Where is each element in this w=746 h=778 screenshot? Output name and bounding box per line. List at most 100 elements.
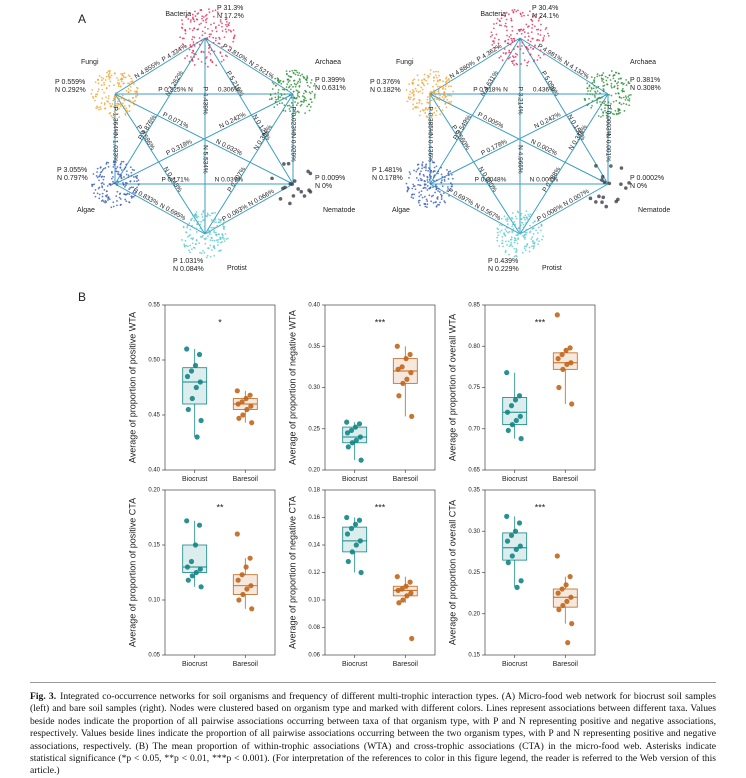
point: [518, 436, 524, 442]
node-dot: [505, 25, 508, 28]
point: [567, 574, 573, 580]
node-dot: [428, 179, 431, 181]
node-dot: [296, 71, 299, 74]
node-dot: [618, 102, 621, 105]
node-dot: [112, 180, 114, 183]
node-dot: [503, 215, 506, 218]
node-dot: [210, 218, 213, 221]
node-dot: [274, 96, 277, 99]
point: [344, 419, 350, 425]
node-dot: [511, 40, 514, 43]
node-dot: [617, 107, 620, 110]
node-dot: [600, 96, 603, 99]
node-dot: [433, 76, 435, 79]
point: [184, 518, 190, 524]
edge-label: N 0.695%: [158, 202, 187, 222]
node-dot: [624, 98, 627, 101]
node-dot: [94, 195, 97, 198]
node-dot: [209, 214, 211, 217]
node-positive: P 0.439%: [488, 258, 518, 265]
node-dot: [450, 173, 453, 176]
node-dot: [509, 34, 512, 36]
node-dot: [298, 91, 301, 94]
node-dot: [224, 28, 227, 31]
node-dot: [448, 80, 451, 83]
node-dot: [523, 234, 526, 237]
node-dot: [280, 93, 283, 95]
node-dot: [412, 94, 415, 97]
node-dot: [207, 235, 209, 238]
point: [353, 437, 359, 443]
node-dot: [127, 174, 130, 177]
node-dot: [104, 107, 106, 110]
point: [563, 582, 569, 588]
node-dot: [122, 75, 125, 77]
node-dot: [412, 185, 415, 188]
node-dot: [630, 93, 632, 96]
node-dot: [219, 20, 222, 23]
node-dot: [127, 74, 130, 77]
node-dot: [421, 196, 424, 199]
node-dot: [288, 94, 291, 97]
node-dot: [95, 175, 98, 177]
node-dot: [587, 103, 590, 106]
node-dot: [96, 176, 99, 179]
node-dot: [438, 79, 441, 82]
node-dot: [119, 166, 122, 169]
node-dot: [219, 219, 222, 222]
node-dot: [439, 85, 441, 88]
node-dot: [443, 98, 445, 101]
node-dot: [194, 53, 197, 56]
node-dot: [420, 193, 422, 196]
node-dot: [192, 50, 195, 53]
node-dot: [432, 89, 435, 92]
node-dot: [183, 243, 186, 246]
node-dot: [122, 183, 125, 186]
edge-label: N 4.132%: [562, 59, 590, 80]
node-dot: [195, 231, 198, 233]
node-dot: [209, 244, 212, 247]
point: [188, 368, 195, 374]
node-dot: [529, 46, 532, 49]
edge-label: N 0.242%: [533, 111, 562, 130]
node-dot: [130, 171, 133, 174]
node-dot: [116, 96, 118, 99]
node: [178, 8, 236, 68]
node-dot: [415, 90, 418, 92]
point: [407, 351, 413, 358]
node-dot: [221, 30, 224, 32]
node-dot: [113, 160, 115, 163]
node-dot: [605, 79, 608, 82]
node-dot: [514, 215, 517, 218]
node-dot: [294, 97, 296, 100]
node-dot: [120, 169, 123, 171]
node-dot: [191, 16, 194, 19]
node-dot: [504, 25, 506, 27]
node-dot: [505, 218, 507, 221]
node-dot: [421, 108, 424, 111]
node-dot: [596, 73, 599, 75]
y-tick-label: 0.35: [468, 488, 480, 494]
node-dot: [200, 39, 203, 42]
node-dot: [596, 90, 599, 93]
node-dot: [501, 242, 503, 245]
node-dot: [501, 236, 504, 238]
node-dot: [428, 194, 431, 197]
point: [396, 393, 402, 399]
node-dot: [610, 111, 613, 114]
node-dot: [537, 232, 539, 234]
node-dot: [210, 226, 213, 229]
node-dot: [121, 102, 124, 105]
node-dot: [408, 83, 411, 86]
y-tick-label: 0.14: [308, 543, 320, 549]
node-dot: [426, 200, 429, 202]
node-dot: [130, 93, 133, 95]
node-dot: [621, 81, 623, 84]
node-dot: [134, 194, 137, 197]
node-dot: [117, 180, 119, 183]
node-dot: [591, 82, 594, 84]
node-dot: [221, 55, 223, 58]
node-dot: [504, 39, 507, 42]
node-dot: [508, 35, 511, 38]
node-dot: [418, 195, 421, 198]
